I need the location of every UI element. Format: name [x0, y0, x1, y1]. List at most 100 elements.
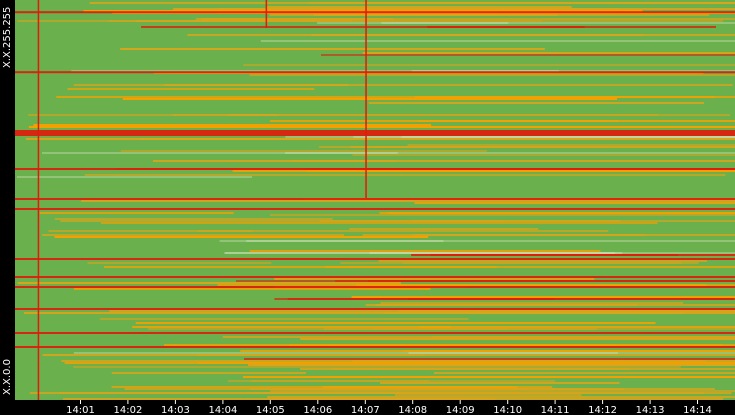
- heatmap-cell-streak: [380, 302, 683, 304]
- heatmap-cell-streak: [172, 114, 731, 116]
- heatmap-highlight-row: [15, 11, 735, 14]
- heatmap-cell-streak: [272, 388, 715, 390]
- heatmap-cell-streak: [87, 262, 272, 264]
- heatmap-highlight-row: [15, 198, 735, 200]
- heatmap-cell-streak: [418, 120, 735, 122]
- x-tick-label: 14:05: [256, 405, 285, 415]
- x-axis: 14:01 14:02 14:03 14:04 14:05 14:06 14:07 14:08…: [66, 400, 712, 415]
- heatmap-cell-streak: [265, 6, 572, 8]
- heatmap-cell-streak: [120, 48, 545, 50]
- heatmap-cell-streak: [403, 126, 735, 128]
- heatmap-highlight-column: [365, 0, 367, 198]
- heatmap-cell-streak: [300, 338, 735, 340]
- heatmap-cell-streak: [274, 278, 595, 280]
- heatmap-cell-streak: [249, 74, 735, 76]
- heatmap-cell-streak: [427, 26, 716, 28]
- heatmap-cell-streak: [365, 304, 603, 306]
- x-tick-label: 14:04: [208, 405, 237, 415]
- heatmap-cell-streak: [54, 236, 429, 238]
- heatmap-cell-streak: [349, 228, 539, 230]
- heatmap-cell-streak: [56, 96, 715, 98]
- heatmap-cell-streak: [164, 84, 349, 86]
- heatmap-cell-streak: [362, 52, 735, 54]
- heatmap-highlight-row: [15, 134, 735, 136]
- heatmap-cell-streak: [104, 266, 497, 268]
- x-tick-label: 14:12: [588, 405, 617, 415]
- heatmap-cell-streak: [330, 138, 735, 140]
- heatmap-cell-streak: [148, 328, 597, 330]
- heatmap-cell-streak: [99, 318, 469, 320]
- heatmap-highlight-row: [15, 286, 735, 288]
- heatmap-cell-streak: [39, 212, 234, 214]
- heatmap-cell-streak: [380, 382, 620, 384]
- heatmap-cell-streak: [317, 22, 509, 24]
- heatmap-cell-streak: [369, 252, 735, 254]
- heatmap-cell-streak: [369, 10, 643, 12]
- heatmap-cell-streak: [42, 152, 398, 154]
- x-tick-label: 14:11: [541, 405, 570, 415]
- heatmap-cell-streak: [378, 260, 707, 262]
- heatmap-cell-streak: [394, 394, 582, 396]
- x-tick-label: 14:08: [398, 405, 427, 415]
- heatmap-cell-streak: [23, 312, 685, 314]
- heatmap-cell-streak: [84, 174, 726, 176]
- heatmap-cell-streak: [111, 386, 553, 388]
- heatmap-cell-streak: [122, 98, 618, 100]
- heatmap-cell-streak: [109, 310, 735, 312]
- heatmap-cell-streak: [291, 160, 735, 162]
- heatmap-cell-streak: [419, 326, 735, 328]
- heatmap-cell-streak: [197, 230, 609, 232]
- x-tick-label: 14:14: [683, 405, 712, 415]
- heatmap-cell-streak: [164, 344, 723, 346]
- heatmap-cell-streak: [16, 176, 253, 178]
- heatmap-cell-streak: [352, 360, 706, 362]
- heatmap-cell-streak: [287, 298, 734, 300]
- heatmap-cell-streak: [413, 234, 735, 236]
- heatmap-cell-streak: [33, 124, 432, 126]
- heatmap-cell-streak: [61, 360, 588, 362]
- x-tick-label: 14:13: [636, 405, 665, 415]
- heatmap-highlight-row: [15, 332, 735, 334]
- heatmap-cell-streak: [267, 396, 735, 398]
- heatmap-cell-streak: [381, 22, 735, 24]
- heatmap-highlight-row: [15, 276, 735, 278]
- heatmap-cell-streak: [319, 220, 735, 222]
- heatmap-cell-streak: [311, 34, 644, 36]
- heatmap-cell-streak: [101, 222, 658, 224]
- heatmap-cell-streak: [240, 350, 509, 352]
- heatmap-cell-streak: [325, 266, 735, 268]
- heatmap-cell-streak: [246, 240, 444, 242]
- heatmap-cell-streak: [321, 54, 735, 56]
- heatmap-cell-streak: [414, 202, 735, 204]
- heatmap-cell-streak: [243, 64, 735, 66]
- heatmap-cell-streak: [197, 354, 426, 356]
- heatmap-highlight-row: [15, 71, 735, 74]
- heatmap-highlight-row: [15, 130, 735, 132]
- heatmap-cell-streak: [17, 282, 401, 284]
- heatmap-cell-streak: [120, 150, 487, 152]
- heatmap-cell-streak: [320, 2, 735, 4]
- heatmap-cell-streak: [387, 212, 735, 214]
- heatmap-cell-streak: [310, 376, 735, 378]
- heatmap-cell-streak: [201, 18, 394, 20]
- y-axis-top-label: X.X.255.255: [2, 7, 13, 68]
- heatmap-cell-streak: [173, 8, 504, 10]
- heatmap-cell-streak: [73, 84, 733, 86]
- heatmap-cell-streak: [373, 146, 735, 148]
- heatmap-highlight-row: [15, 132, 735, 134]
- y-axis-bottom-label: X.X.0.0: [2, 359, 13, 395]
- heatmap-cell-streak: [402, 262, 699, 264]
- heatmap-cell-streak: [268, 398, 724, 400]
- heatmap-cell-streak: [71, 70, 560, 72]
- heatmap-cell-streak: [270, 214, 735, 216]
- heatmap-cell-streak: [438, 350, 735, 352]
- heatmap-cell-streak: [407, 144, 735, 146]
- heatmap-cell-streak: [54, 218, 333, 220]
- heatmap-cell-streak: [73, 366, 681, 368]
- heatmap-cell-streak: [28, 114, 279, 116]
- heatmap-cell-streak: [249, 250, 601, 252]
- heatmap-highlight-row: [15, 346, 735, 348]
- heatmap-highlight-row: [15, 258, 735, 260]
- heatmap-cell-streak: [219, 240, 735, 242]
